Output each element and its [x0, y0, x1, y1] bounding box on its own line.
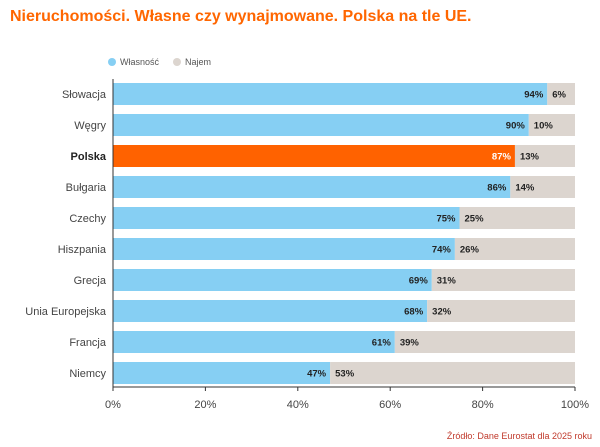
value-label-rent-hiszpania: 26% — [460, 245, 480, 256]
bar-own-wegry — [113, 114, 529, 136]
bar-own-slowacja — [113, 83, 548, 105]
value-label-own-francja: 61% — [372, 338, 392, 349]
value-label-own-hiszpania: 74% — [432, 245, 452, 256]
value-label-own-slowacja: 94% — [524, 90, 544, 101]
x-tick-label-40: 40% — [287, 399, 309, 411]
category-label-francja: Francja — [69, 337, 107, 349]
bar-own-unia-europejska — [113, 300, 428, 322]
chart-legend: Własność Najem — [108, 57, 211, 67]
chart-title: Nieruchomości. Własne czy wynajmowane. P… — [10, 8, 472, 25]
bar-own-bulgaria — [113, 176, 511, 198]
legend-label-own: Własność — [120, 57, 160, 67]
value-label-own-czechy: 75% — [436, 214, 456, 225]
value-label-own-unia-europejska: 68% — [404, 307, 424, 318]
category-label-grecja: Grecja — [74, 275, 107, 287]
bar-rent-wegry — [528, 114, 575, 136]
legend-item-rent: Najem — [173, 57, 211, 67]
legend-swatch-own — [108, 58, 116, 66]
value-label-own-grecja: 69% — [409, 276, 429, 287]
value-label-rent-polska: 13% — [520, 152, 540, 163]
bar-own-francja — [113, 331, 395, 353]
value-label-rent-niemcy: 53% — [335, 369, 355, 380]
category-label-wegry: Węgry — [74, 120, 106, 132]
legend-swatch-rent — [173, 58, 182, 66]
bar-rent-hiszpania — [454, 238, 575, 260]
value-label-own-niemcy: 47% — [307, 369, 327, 380]
x-tick-label-100: 100% — [561, 399, 589, 411]
bar-rent-polska — [514, 145, 575, 167]
x-tick-label-60: 60% — [379, 399, 401, 411]
bar-own-grecja — [113, 269, 432, 291]
value-label-rent-francja: 39% — [400, 338, 420, 349]
bar-rent-unia-europejska — [427, 300, 575, 322]
bar-own-niemcy — [113, 362, 331, 384]
value-label-rent-unia-europejska: 32% — [432, 307, 452, 318]
value-label-rent-bulgaria: 14% — [515, 183, 535, 194]
bar-rent-niemcy — [330, 362, 575, 384]
x-tick-label-0: 0% — [105, 399, 121, 411]
category-label-slowacja: Słowacja — [62, 89, 107, 101]
value-label-rent-slowacja: 6% — [552, 90, 566, 101]
source-note: Źródło: Dane Eurostat dla 2025 roku — [446, 431, 592, 441]
legend-item-own: Własność — [108, 57, 159, 67]
value-label-own-bulgaria: 86% — [487, 183, 507, 194]
bar-rent-bulgaria — [510, 176, 575, 198]
value-label-own-wegry: 90% — [506, 121, 526, 132]
value-label-rent-grecja: 31% — [437, 276, 457, 287]
bar-rent-slowacja — [547, 83, 575, 105]
category-label-hiszpania: Hiszpania — [58, 244, 107, 256]
bar-own-hiszpania — [113, 238, 455, 260]
value-label-rent-czechy: 25% — [465, 214, 485, 225]
category-label-bulgaria: Bułgaria — [66, 182, 107, 194]
category-label-niemcy: Niemcy — [69, 368, 106, 380]
bar-rent-grecja — [431, 269, 575, 291]
legend-label-rent: Najem — [185, 57, 212, 67]
bar-rent-czechy — [459, 207, 575, 229]
category-label-unia-europejska: Unia Europejska — [25, 306, 107, 318]
value-label-own-polska: 87% — [492, 152, 512, 163]
bar-own-czechy — [113, 207, 460, 229]
x-tick-label-80: 80% — [472, 399, 494, 411]
bar-own-polska — [113, 145, 515, 167]
category-label-polska: Polska — [71, 151, 107, 163]
x-tick-label-20: 20% — [194, 399, 216, 411]
category-label-czechy: Czechy — [69, 213, 106, 225]
value-label-rent-wegry: 10% — [534, 121, 554, 132]
bar-rent-francja — [394, 331, 575, 353]
